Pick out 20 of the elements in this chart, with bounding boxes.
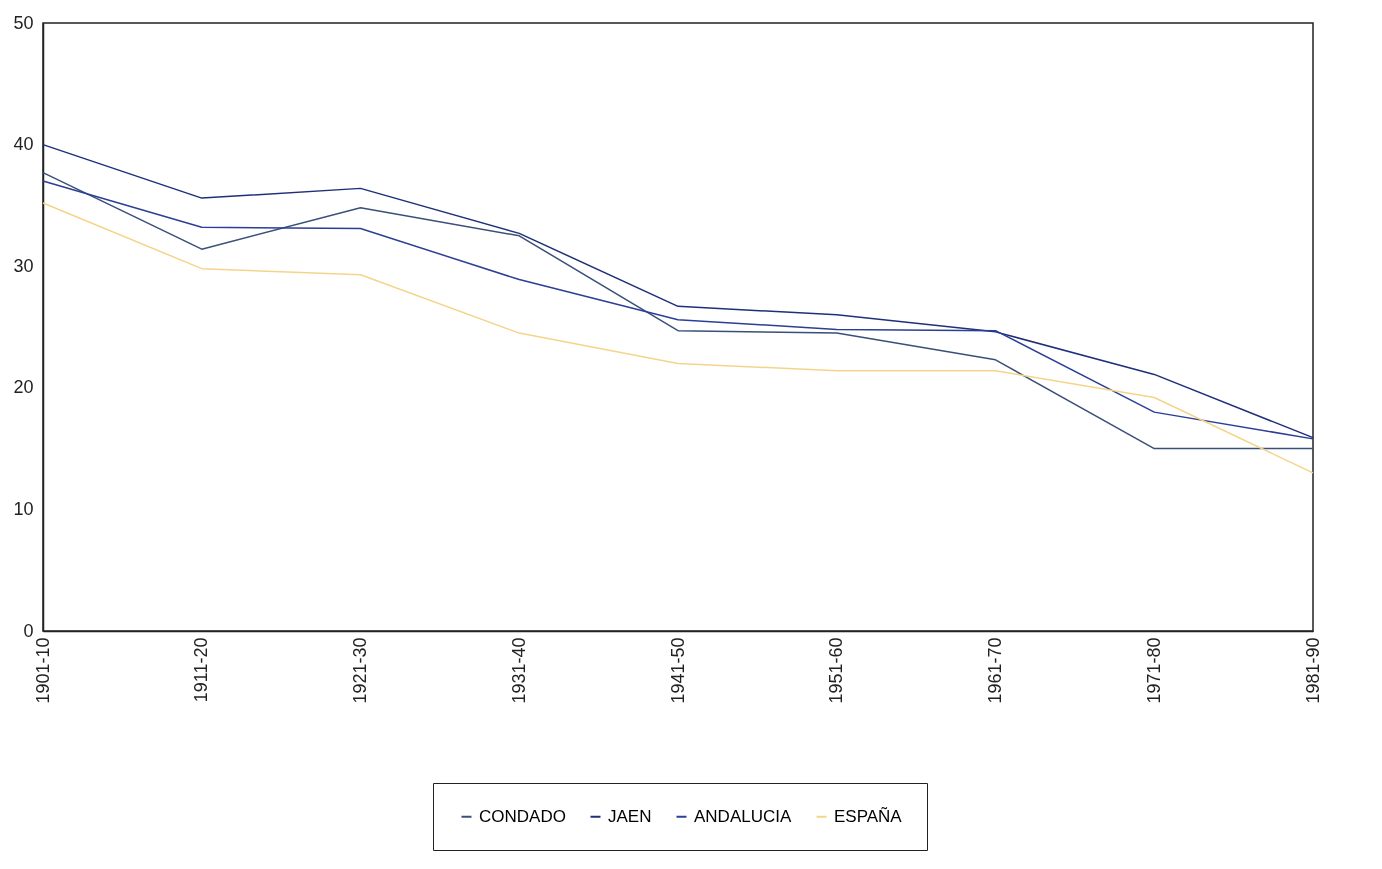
y-tick-label: 0 <box>23 620 34 641</box>
x-tick-label: 1971-80 <box>1143 637 1164 704</box>
y-tick-label: 20 <box>13 377 34 398</box>
x-tick-label: 1961-70 <box>985 637 1005 704</box>
legend-label: ESPAÑA <box>834 806 903 826</box>
x-tick-label: 1911-20 <box>191 637 212 703</box>
y-tick-label: 40 <box>13 134 34 155</box>
y-tick-label: 10 <box>13 498 34 519</box>
line-series <box>42 202 1314 474</box>
legend-label: CONDADO <box>479 806 566 826</box>
y-tick-label: 30 <box>13 255 34 276</box>
x-tick-label: 1921-30 <box>350 637 370 704</box>
x-tick-label: 1941-50 <box>667 637 688 704</box>
x-tick-label: 1981-90 <box>1302 637 1323 704</box>
x-tick-label: 1901-10 <box>32 637 53 704</box>
legend-label: ANDALUCIA <box>694 806 792 826</box>
legend-label: JAEN <box>608 806 652 826</box>
y-tick-label: 50 <box>13 12 34 33</box>
x-tick-label: 1931-40 <box>508 637 529 704</box>
x-tick-label: 1951-60 <box>826 637 847 704</box>
